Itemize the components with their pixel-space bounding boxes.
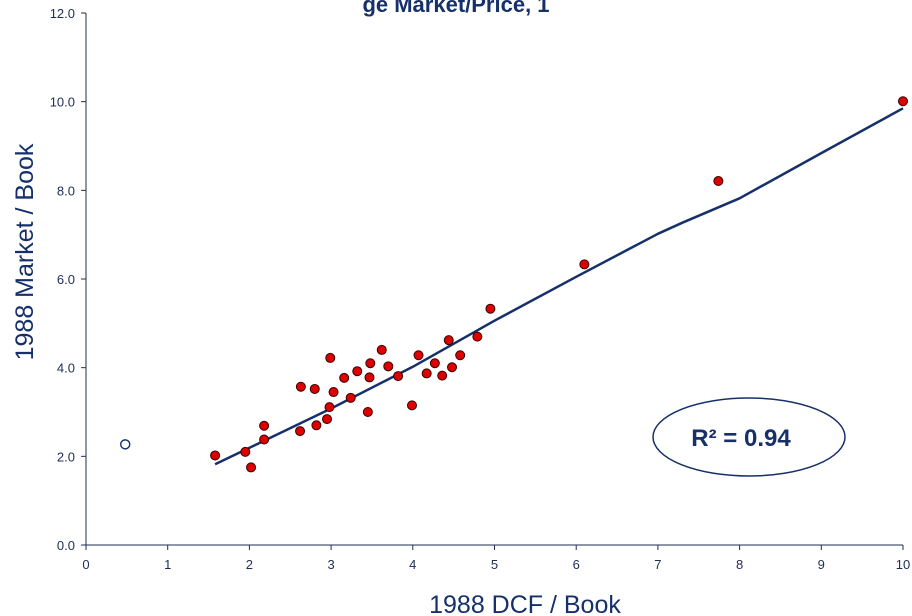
data-point bbox=[898, 96, 908, 107]
axes: 0 1 2 3 4 5 6 7 8 9 10 0.0 2.0 4.0 6.0 8.0 10.0 12.0 bbox=[50, 6, 911, 572]
data-point bbox=[246, 462, 257, 473]
data-point bbox=[365, 358, 376, 369]
y-tick-label: 10.0 bbox=[50, 95, 75, 110]
data-point bbox=[311, 420, 322, 431]
y-tick-label: 0.0 bbox=[57, 538, 75, 553]
data-point bbox=[455, 350, 466, 361]
data-point bbox=[443, 335, 454, 346]
x-tick-label: 2 bbox=[246, 557, 253, 572]
chart-title: ge Market/Price, 1 bbox=[362, 0, 549, 17]
y-tick-label: 8.0 bbox=[57, 183, 75, 198]
data-point bbox=[322, 414, 333, 425]
data-point bbox=[295, 381, 306, 392]
data-point bbox=[421, 368, 432, 379]
data-point bbox=[485, 303, 496, 314]
data-point bbox=[472, 331, 483, 342]
y-axis-title: 1988 Market / Book bbox=[11, 143, 39, 360]
data-point bbox=[383, 361, 394, 372]
data-point bbox=[413, 350, 424, 361]
regression-line-group bbox=[214, 107, 904, 466]
x-tick-label: 10 bbox=[896, 557, 910, 572]
x-tick-label: 1 bbox=[164, 557, 171, 572]
x-tick-label: 3 bbox=[327, 557, 334, 572]
data-point bbox=[339, 372, 350, 383]
data-point bbox=[259, 420, 270, 431]
x-tick-label: 9 bbox=[818, 557, 825, 572]
data-point bbox=[240, 446, 251, 457]
data-point bbox=[579, 259, 590, 270]
data-point bbox=[259, 434, 270, 445]
x-tick-label: 8 bbox=[736, 557, 743, 572]
data-point bbox=[324, 402, 335, 413]
x-axis-title: 1988 DCF / Book bbox=[429, 591, 621, 616]
data-point bbox=[376, 344, 387, 355]
data-point bbox=[364, 372, 375, 383]
data-point bbox=[437, 370, 448, 381]
y-tick-label: 4.0 bbox=[57, 361, 75, 376]
data-point bbox=[345, 392, 356, 403]
data-point bbox=[447, 362, 458, 373]
x-tick-label: 6 bbox=[573, 557, 580, 572]
data-point bbox=[325, 352, 336, 363]
r-squared-ellipse bbox=[652, 397, 846, 477]
data-point bbox=[429, 358, 440, 369]
data-point bbox=[352, 366, 363, 377]
data-point bbox=[406, 400, 417, 411]
x-tick-label: 5 bbox=[491, 557, 498, 572]
data-point bbox=[713, 176, 724, 187]
x-tick-label: 4 bbox=[409, 557, 416, 572]
data-point bbox=[328, 387, 339, 398]
y-tick-label: 2.0 bbox=[57, 449, 75, 464]
data-point bbox=[210, 450, 221, 461]
r-squared-label: R² = 0.94 bbox=[691, 425, 791, 452]
y-tick-label: 12.0 bbox=[50, 6, 75, 21]
data-point bbox=[295, 426, 306, 437]
data-points bbox=[120, 96, 908, 473]
x-tick-label: 0 bbox=[82, 557, 89, 572]
r-squared-annotation: R² = 0.94 bbox=[652, 397, 846, 477]
outlier-point bbox=[120, 439, 131, 450]
regression-line bbox=[214, 107, 904, 466]
data-point bbox=[393, 371, 404, 382]
y-tick-label: 6.0 bbox=[57, 272, 75, 287]
data-point bbox=[309, 383, 320, 394]
x-tick-label: 7 bbox=[654, 557, 661, 572]
data-point bbox=[362, 407, 373, 417]
